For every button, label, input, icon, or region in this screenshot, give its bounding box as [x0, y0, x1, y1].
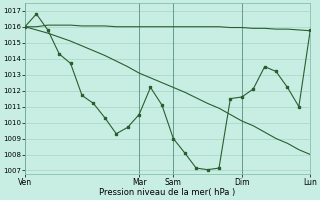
X-axis label: Pression niveau de la mer( hPa ): Pression niveau de la mer( hPa ) — [100, 188, 236, 197]
